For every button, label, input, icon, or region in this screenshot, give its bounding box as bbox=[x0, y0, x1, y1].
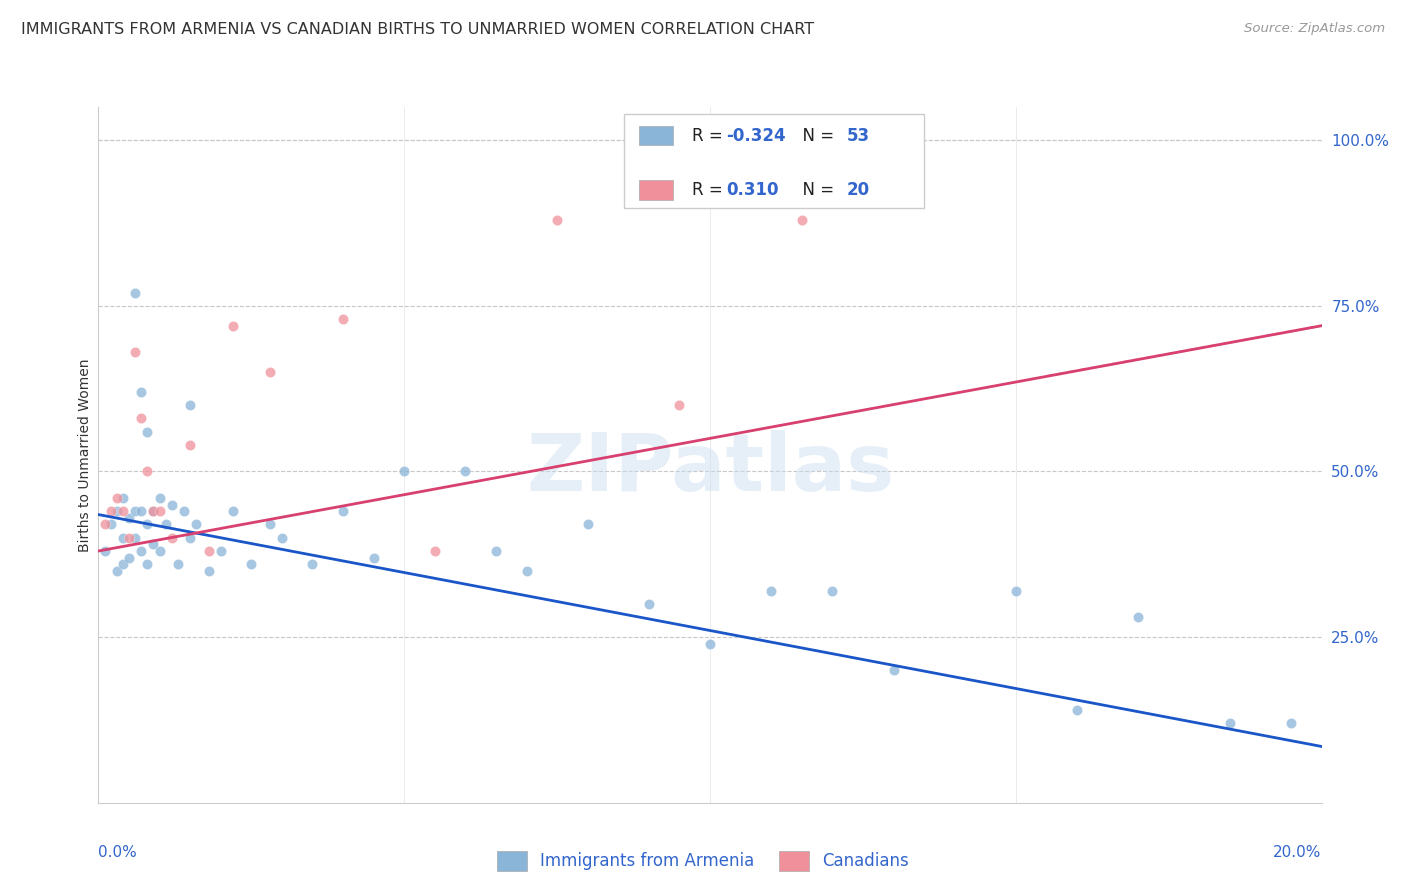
Point bbox=[160, 531, 183, 545]
Point bbox=[270, 531, 292, 545]
Point bbox=[332, 312, 354, 326]
Point bbox=[240, 558, 263, 572]
Point bbox=[100, 504, 122, 518]
Point bbox=[129, 384, 152, 399]
Point bbox=[1004, 583, 1026, 598]
Point bbox=[516, 564, 538, 578]
Point bbox=[332, 504, 354, 518]
Text: ZIPatlas: ZIPatlas bbox=[526, 430, 894, 508]
Text: R =: R = bbox=[692, 181, 728, 199]
Text: IMMIGRANTS FROM ARMENIA VS CANADIAN BIRTHS TO UNMARRIED WOMEN CORRELATION CHART: IMMIGRANTS FROM ARMENIA VS CANADIAN BIRT… bbox=[21, 22, 814, 37]
Point bbox=[129, 504, 152, 518]
Point bbox=[259, 365, 281, 379]
Point bbox=[173, 504, 195, 518]
Point bbox=[93, 517, 115, 532]
Point bbox=[136, 517, 159, 532]
Point bbox=[124, 504, 146, 518]
Point bbox=[197, 544, 219, 558]
Point bbox=[179, 398, 201, 412]
Point bbox=[111, 531, 134, 545]
Point bbox=[136, 425, 159, 439]
Point bbox=[821, 583, 844, 598]
Text: 0.310: 0.310 bbox=[725, 181, 779, 199]
Point bbox=[1219, 716, 1241, 731]
Point bbox=[160, 498, 183, 512]
Point bbox=[93, 544, 115, 558]
Text: -0.324: -0.324 bbox=[725, 127, 786, 145]
Point bbox=[111, 491, 134, 505]
Text: N =: N = bbox=[792, 127, 839, 145]
Point bbox=[1066, 703, 1088, 717]
Point bbox=[124, 285, 146, 300]
Point bbox=[129, 544, 152, 558]
FancyBboxPatch shape bbox=[640, 180, 673, 200]
Point bbox=[155, 517, 177, 532]
Point bbox=[149, 491, 172, 505]
Point bbox=[136, 558, 159, 572]
FancyBboxPatch shape bbox=[640, 126, 673, 145]
Point bbox=[301, 558, 323, 572]
Point bbox=[363, 550, 385, 565]
Point bbox=[576, 517, 599, 532]
Point bbox=[142, 504, 165, 518]
Point bbox=[129, 411, 152, 425]
Point bbox=[118, 531, 141, 545]
Point bbox=[111, 558, 134, 572]
Point bbox=[790, 212, 813, 227]
Point bbox=[392, 465, 416, 479]
Point bbox=[167, 558, 190, 572]
Point bbox=[197, 564, 219, 578]
Point bbox=[118, 550, 141, 565]
Point bbox=[179, 531, 201, 545]
Point bbox=[142, 537, 165, 551]
Point bbox=[699, 637, 721, 651]
Legend: Immigrants from Armenia, Canadians: Immigrants from Armenia, Canadians bbox=[488, 842, 918, 880]
Text: N =: N = bbox=[792, 181, 839, 199]
Point bbox=[209, 544, 232, 558]
Point bbox=[111, 504, 134, 518]
Point bbox=[668, 398, 690, 412]
Text: 20.0%: 20.0% bbox=[1274, 845, 1322, 860]
Point bbox=[105, 491, 128, 505]
Point bbox=[1279, 716, 1302, 731]
Point bbox=[136, 465, 159, 479]
Text: R =: R = bbox=[692, 127, 728, 145]
Text: 53: 53 bbox=[846, 127, 870, 145]
FancyBboxPatch shape bbox=[624, 114, 924, 208]
Point bbox=[883, 663, 905, 677]
Point bbox=[149, 544, 172, 558]
Point bbox=[637, 597, 661, 611]
Point bbox=[546, 212, 568, 227]
Point bbox=[179, 438, 201, 452]
Point bbox=[259, 517, 281, 532]
Point bbox=[186, 517, 208, 532]
Point bbox=[142, 504, 165, 518]
Point bbox=[124, 345, 146, 359]
Text: 0.0%: 0.0% bbox=[98, 845, 138, 860]
Point bbox=[222, 318, 245, 333]
Point bbox=[124, 531, 146, 545]
Point bbox=[485, 544, 508, 558]
Point bbox=[222, 504, 245, 518]
Point bbox=[759, 583, 782, 598]
Point bbox=[454, 465, 477, 479]
Point bbox=[105, 564, 128, 578]
Point bbox=[423, 544, 446, 558]
Text: 20: 20 bbox=[846, 181, 870, 199]
Point bbox=[1128, 610, 1150, 624]
Y-axis label: Births to Unmarried Women: Births to Unmarried Women bbox=[77, 359, 91, 551]
Point bbox=[149, 504, 172, 518]
Point bbox=[100, 517, 122, 532]
Point bbox=[118, 511, 141, 525]
Point bbox=[105, 504, 128, 518]
Text: Source: ZipAtlas.com: Source: ZipAtlas.com bbox=[1244, 22, 1385, 36]
